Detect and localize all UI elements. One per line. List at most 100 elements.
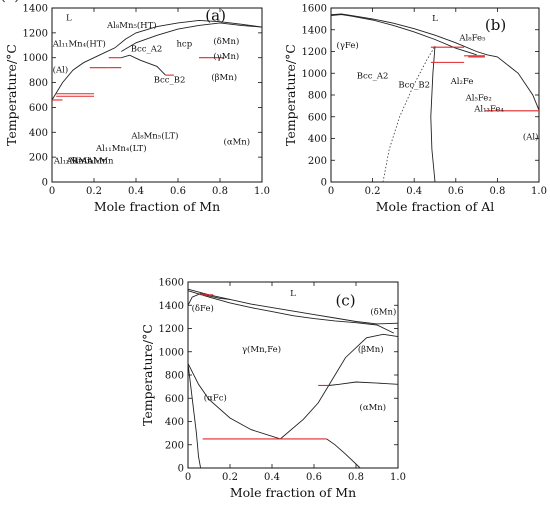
phase-label: Al₂Fe — [450, 77, 474, 87]
y-tick-label: 1000 — [23, 53, 48, 64]
phase-boundary-line — [430, 46, 436, 183]
plot-frame — [51, 7, 263, 183]
phase-label: Al₁₁Mn₄(LT) — [95, 143, 147, 154]
phase-label: Al₆Mn — [65, 156, 93, 166]
phase-label: Al₈Mn₅(LT) — [130, 131, 178, 142]
x-tick-label: 1.0 — [254, 186, 270, 197]
phase-label: (δFe) — [192, 303, 214, 314]
phase-label: Al₈Mn₅(HT) — [106, 20, 157, 31]
phase-label: (δMn) — [213, 36, 239, 47]
y-tick-label: 400 — [165, 417, 184, 428]
x-tick-label: 0 — [328, 186, 334, 197]
x-tick-label: 0.8 — [489, 186, 505, 197]
x-tick-label: 0.4 — [264, 472, 280, 483]
phase-boundary-line — [326, 438, 361, 469]
y-tick-label: 1200 — [23, 28, 48, 39]
y-tick-label: 1400 — [23, 4, 48, 15]
phase-label: L — [66, 13, 72, 23]
y-tick-label: 1200 — [302, 47, 327, 58]
phase-boundary-line — [121, 54, 166, 76]
y-tick-label: 1600 — [159, 278, 184, 289]
phase-boundary-line — [121, 22, 263, 52]
phase-label: L — [290, 289, 296, 299]
phase-label: Bcc_A2 — [131, 45, 163, 55]
phase-label: Al₁₃Fe₄ — [473, 104, 504, 114]
phase-label: (αMn) — [360, 402, 387, 413]
x-tick-label: 0.6 — [170, 186, 186, 197]
y-tick-label: 1000 — [159, 347, 184, 358]
phase-boundary-line — [187, 363, 202, 469]
y-tick-label: 200 — [29, 153, 48, 164]
y-tick-label: 600 — [308, 112, 327, 123]
phase-label: Al₁₁Mn₄(HT) — [52, 39, 106, 50]
y-tick-label: 1600 — [302, 4, 327, 15]
phase-boundary-line — [328, 381, 399, 386]
phase-label: Al₅Fe₂ — [465, 93, 492, 103]
phase-boundary-line — [330, 13, 540, 111]
x-tick-label: 0.2 — [86, 186, 102, 197]
order-disorder-boundary — [382, 45, 436, 183]
y-tick-label: 600 — [29, 103, 48, 114]
x-tick-label: 0.4 — [128, 186, 144, 197]
phase-label: Bcc_A2 — [357, 72, 389, 82]
phase-label: Al₈Fe₅ — [458, 34, 486, 44]
panel-tag: (c) — [0, 0, 20, 4]
phase-label: Bcc_B2 — [398, 80, 430, 90]
phase-boundary-line — [187, 290, 394, 334]
phase-label: (Al) — [523, 132, 539, 143]
y-tick-label: 200 — [308, 156, 327, 167]
panel-c: 0 200 400 600 800 1000 1200 1400 1600 0 0.2 0.4 0.6 0… — [0, 0, 406, 500]
phase-boundary-line — [51, 19, 263, 101]
x-tick-label: 0.2 — [365, 186, 381, 197]
phase-label: Bcc_B2 — [154, 76, 186, 86]
y-tick-label: 200 — [165, 440, 184, 451]
y-axis-label: Temperature/°C — [4, 44, 19, 146]
x-axis-label: Mole fraction of Mn — [230, 485, 356, 500]
x-tick-label: 0.8 — [348, 472, 364, 483]
y-tick-label: 800 — [308, 91, 327, 102]
plot-frame — [187, 281, 399, 469]
phase-boundary-line — [187, 363, 281, 440]
y-tick-label: 1200 — [159, 324, 184, 335]
phase-label: (Al) — [53, 65, 69, 76]
panel-tag: (a) — [205, 6, 226, 24]
phase-label: (γMn) — [213, 51, 239, 62]
phase-label: (αMn) — [224, 137, 251, 148]
x-tick-label: 0 — [49, 186, 55, 197]
y-tick-label: 400 — [308, 134, 327, 145]
plot-frame — [330, 7, 540, 183]
phase-label: Al₁₂Mn — [53, 156, 84, 166]
y-axis-label: Temperature/°C — [140, 324, 155, 426]
phase-label: (βMn) — [211, 72, 237, 83]
y-tick-label: 600 — [165, 394, 184, 405]
phase-label: (αFc) — [204, 393, 227, 404]
phase-label: R-Al₄Mn — [72, 156, 108, 166]
y-tick-label: 800 — [165, 371, 184, 382]
phase-label: γ(Mn,Fe) — [242, 344, 281, 355]
y-tick-label: 1400 — [302, 25, 327, 36]
phase-label: hcp — [176, 40, 192, 50]
x-tick-label: 0.2 — [222, 472, 238, 483]
x-tick-label: 1.0 — [531, 186, 547, 197]
x-axis-label: Mole fraction of Mn — [94, 199, 220, 214]
x-tick-label: 0 — [185, 472, 191, 483]
phase-boundary-line — [330, 14, 477, 56]
panel-b: 0 200 400 600 800 1000 1200 1400 1600 0 0.2 0.4 0.6 0… — [283, 4, 547, 215]
y-tick-label: 400 — [29, 128, 48, 139]
y-tick-label: 1400 — [159, 301, 184, 312]
phase-label: (δMn) — [370, 307, 396, 318]
phase-label: Al₄Mn — [86, 156, 114, 166]
y-tick-label: 1000 — [302, 69, 327, 80]
y-tick-label: 800 — [29, 78, 48, 89]
panel-tag: (c) — [335, 291, 355, 309]
phase-label: (βMn) — [358, 344, 384, 355]
x-tick-label: 1.0 — [390, 472, 406, 483]
x-tick-label: 0.6 — [448, 186, 464, 197]
phase-label: (γFe) — [337, 40, 359, 51]
x-tick-label: 0.4 — [406, 186, 422, 197]
y-tick-label: 0 — [42, 178, 48, 189]
x-axis-label: Mole fraction of Al — [376, 199, 494, 214]
x-tick-label: 0.6 — [306, 472, 322, 483]
x-tick-label: 0.8 — [212, 186, 228, 197]
